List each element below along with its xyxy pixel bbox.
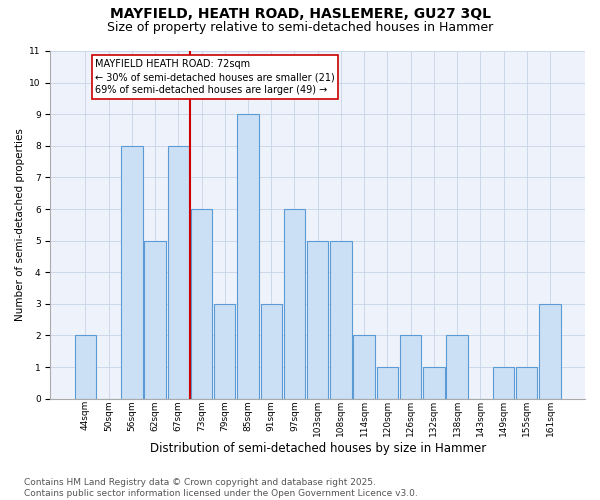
- Bar: [377, 367, 398, 398]
- Text: MAYFIELD, HEATH ROAD, HASLEMERE, GU27 3QL: MAYFIELD, HEATH ROAD, HASLEMERE, GU27 3Q…: [110, 8, 491, 22]
- Bar: [353, 336, 375, 398]
- Text: MAYFIELD HEATH ROAD: 72sqm
← 30% of semi-detached houses are smaller (21)
69% of: MAYFIELD HEATH ROAD: 72sqm ← 30% of semi…: [95, 59, 335, 96]
- Bar: [330, 240, 352, 398]
- X-axis label: Distribution of semi-detached houses by size in Hammer: Distribution of semi-detached houses by …: [149, 442, 486, 455]
- Text: Size of property relative to semi-detached houses in Hammer: Size of property relative to semi-detach…: [107, 21, 493, 34]
- Bar: [74, 336, 96, 398]
- Bar: [446, 336, 468, 398]
- Bar: [423, 367, 445, 398]
- Bar: [493, 367, 514, 398]
- Bar: [191, 209, 212, 398]
- Bar: [121, 146, 143, 399]
- Bar: [400, 336, 421, 398]
- Bar: [238, 114, 259, 399]
- Bar: [260, 304, 282, 398]
- Bar: [284, 209, 305, 398]
- Bar: [214, 304, 235, 398]
- Bar: [145, 240, 166, 398]
- Y-axis label: Number of semi-detached properties: Number of semi-detached properties: [15, 128, 25, 322]
- Bar: [167, 146, 189, 399]
- Bar: [516, 367, 538, 398]
- Bar: [307, 240, 328, 398]
- Text: Contains HM Land Registry data © Crown copyright and database right 2025.
Contai: Contains HM Land Registry data © Crown c…: [24, 478, 418, 498]
- Bar: [539, 304, 560, 398]
